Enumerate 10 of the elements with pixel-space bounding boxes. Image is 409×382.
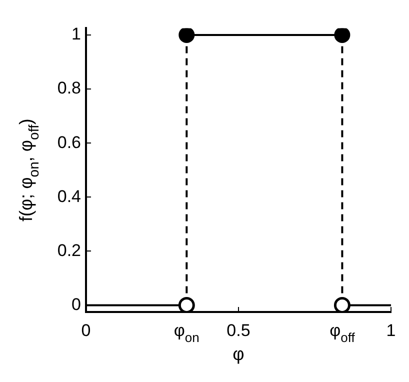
y-tick-label: 0.2	[57, 240, 81, 260]
y-axis-title: f(φ; φon, φoff)	[16, 118, 42, 222]
x-tick-label: 0.5	[226, 321, 250, 340]
y-tick-label: 0	[72, 294, 81, 314]
y-tick-label: 0.8	[57, 78, 81, 98]
x-tick-label: 1	[386, 321, 396, 340]
x-axis-title: φ	[232, 344, 244, 364]
y-tick-label: 0.4	[57, 186, 81, 206]
y-tick-label: 1	[72, 24, 81, 44]
y-tick-label: 0.6	[57, 132, 81, 152]
